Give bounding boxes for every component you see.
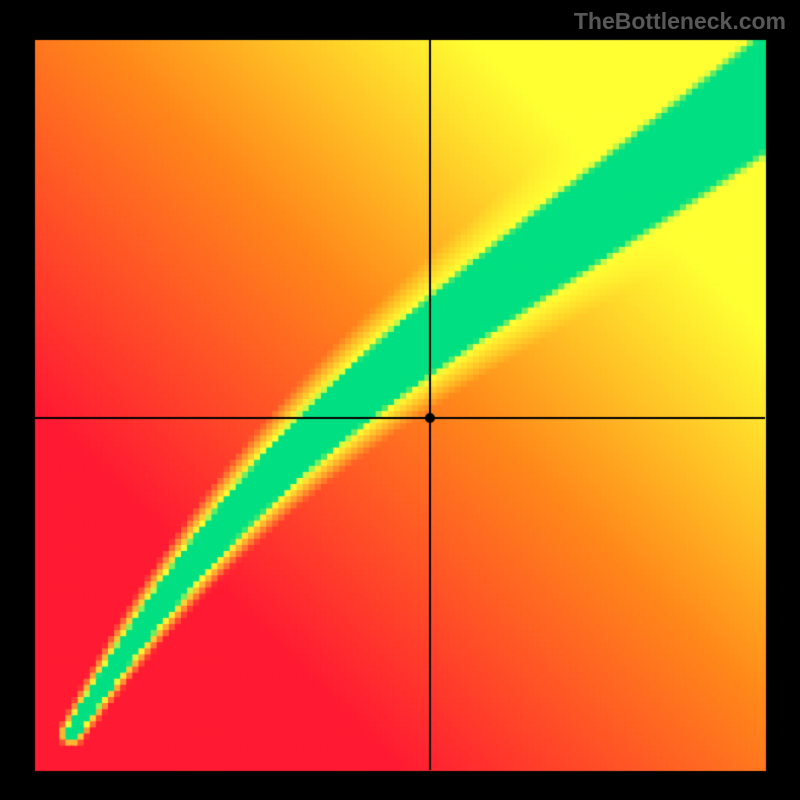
watermark-text: TheBottleneck.com	[574, 8, 786, 35]
chart-container: TheBottleneck.com	[0, 0, 800, 800]
heatmap-canvas	[0, 0, 800, 800]
